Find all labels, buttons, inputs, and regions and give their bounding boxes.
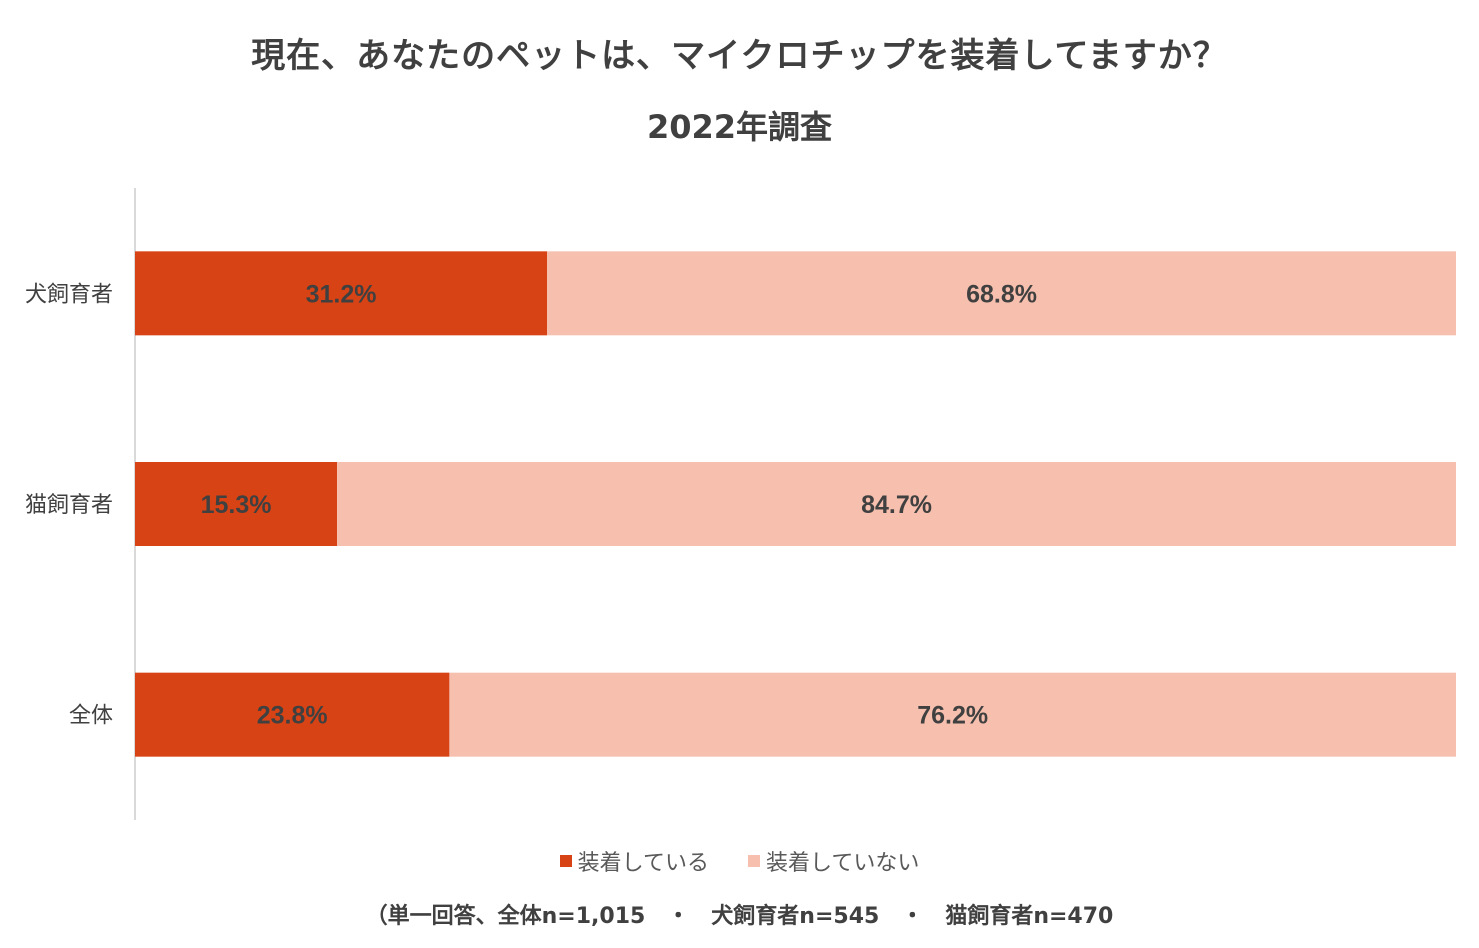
legend-item-installed: 装着している bbox=[559, 845, 709, 877]
bar-not-installed bbox=[449, 672, 1456, 757]
legend-swatch-installed bbox=[559, 855, 572, 867]
data-label: 15.3% bbox=[201, 491, 272, 519]
chart-subtitle: 2022年調査 bbox=[646, 108, 833, 146]
data-label: 31.2% bbox=[306, 280, 377, 308]
category-label: 全体 bbox=[69, 704, 113, 729]
sample-size-footnote: （単一回答、全体n=1,015 ・ 犬飼育者n=545 ・ 猫飼育者n=470 bbox=[365, 904, 1114, 929]
data-label: 68.8% bbox=[966, 280, 1037, 308]
data-label: 23.8% bbox=[257, 702, 328, 730]
bar-installed bbox=[135, 462, 338, 546]
data-label: 84.7% bbox=[861, 491, 932, 519]
bar-installed bbox=[135, 672, 450, 757]
bar-installed bbox=[135, 251, 548, 336]
legend-swatch-not-installed bbox=[748, 855, 760, 867]
legend: 装着している 装着していない bbox=[0, 845, 1479, 877]
legend-label-not-installed: 装着していない bbox=[766, 851, 920, 876]
legend-label-installed: 装着している bbox=[577, 851, 709, 876]
category-label: 犬飼育者 bbox=[25, 282, 113, 307]
chart-title: 現在、あなたのペットは、マイクロチップを装着してますか？ bbox=[251, 36, 1228, 76]
data-label: 76.2% bbox=[917, 702, 988, 730]
category-label: 猫飼育者 bbox=[25, 493, 113, 518]
legend-item-not-installed: 装着していない bbox=[748, 845, 919, 877]
bar-not-installed bbox=[337, 462, 1456, 546]
bar-not-installed bbox=[547, 251, 1456, 336]
